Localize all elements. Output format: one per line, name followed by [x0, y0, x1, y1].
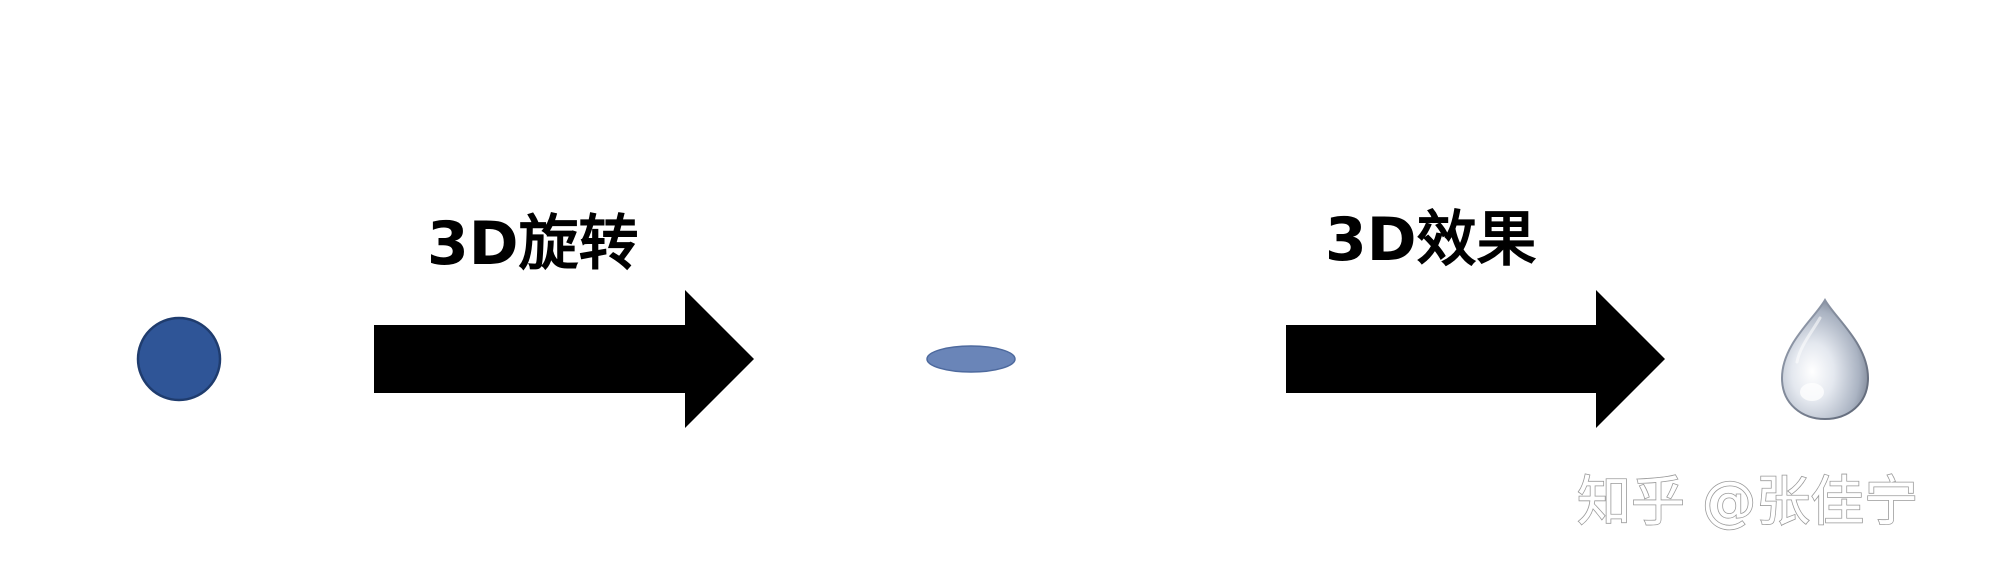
- flattened-ellipse-icon: [926, 345, 1016, 373]
- 3d-droplet-icon: [1780, 297, 1870, 421]
- right-arrow-icon: [374, 290, 754, 428]
- effect-3d-label: 3D效果: [1325, 205, 1537, 275]
- watermark-text: 知乎 @张佳宁: [1577, 470, 1918, 533]
- rotate-3d-label: 3D旋转: [427, 209, 639, 279]
- right-arrow-icon: [1286, 290, 1665, 428]
- flat-circle-icon: [136, 316, 222, 402]
